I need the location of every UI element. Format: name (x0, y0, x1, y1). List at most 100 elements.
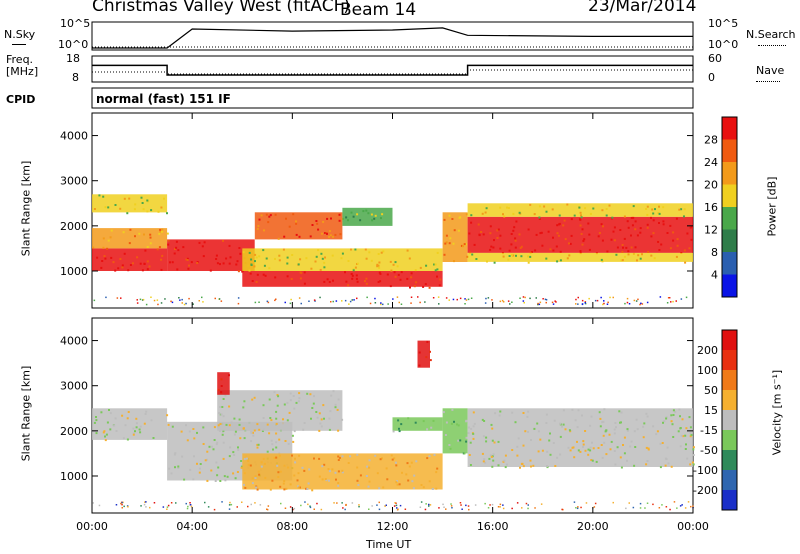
heat-cell (160, 268, 163, 271)
heat-cell (215, 443, 218, 446)
scatter-cell (153, 502, 156, 504)
heat-cell (305, 487, 307, 490)
scatter-cell (156, 299, 159, 301)
heat-cell (298, 486, 301, 489)
heat-cell (229, 256, 232, 259)
heat-cell (208, 445, 211, 448)
heat-cell (377, 281, 380, 283)
power-heatmap (92, 194, 693, 306)
colorbar-tick-label: -50 (700, 444, 718, 457)
heat-cell (584, 207, 587, 210)
heat-cell (282, 248, 285, 251)
scatter-cell (456, 298, 458, 301)
heat-cell (368, 466, 371, 469)
scatter-cell (123, 505, 125, 508)
colorbar-swatch (722, 470, 737, 490)
scatter-cell (491, 503, 494, 506)
heat-cell (263, 264, 266, 267)
heat-cell (666, 446, 669, 449)
heat-cell (275, 441, 278, 444)
heat-cell (218, 412, 221, 415)
heat-cell (436, 467, 439, 470)
heat-cell (128, 197, 131, 200)
heat-cell (562, 423, 565, 426)
heat-cell (144, 249, 147, 252)
heat-cell (579, 218, 582, 221)
heat-cell (605, 453, 608, 456)
heat-cell (448, 214, 451, 217)
scatter-cell (139, 298, 142, 301)
noise-left-label: N.Sky (4, 28, 36, 41)
heat-cell (292, 213, 295, 216)
heat-cell (228, 405, 231, 408)
heat-cell (127, 411, 130, 413)
scatter-cell (580, 506, 582, 509)
heat-cell (652, 212, 655, 215)
heat-cell (150, 209, 153, 212)
noise-left-tick-hi: 10^5 (60, 17, 91, 30)
scatter-cell (527, 507, 529, 510)
heat-cell (298, 235, 301, 238)
heat-cell (473, 243, 476, 246)
scatter-cell (387, 303, 389, 305)
heat-cell (193, 437, 196, 440)
heat-cell (483, 420, 486, 422)
heat-cell (335, 478, 337, 481)
colorbar-tick-label: -100 (693, 464, 718, 477)
scatter-cell (438, 507, 440, 509)
heat-cell (102, 195, 105, 198)
scatter-cell (213, 508, 216, 511)
heat-cell (328, 428, 331, 431)
heat-cell (135, 426, 138, 429)
colorbar-tick-label: 15 (704, 404, 718, 417)
heat-cell (123, 252, 126, 255)
heat-cell (269, 214, 272, 217)
heat-cell (670, 414, 673, 417)
heat-cell (198, 467, 201, 470)
heat-cell (401, 471, 403, 474)
scatter-cell (641, 303, 644, 305)
colorbar-swatch (722, 450, 737, 470)
heat-cell (323, 280, 326, 283)
colorbar-tick-label: -15 (700, 424, 718, 437)
colorbar-swatch (722, 430, 737, 450)
scatter-cell (544, 298, 547, 301)
scatter-cell (410, 302, 412, 304)
scatter-cell (309, 505, 311, 507)
scatter-cell (404, 508, 407, 510)
heat-cell (105, 433, 108, 436)
scatter-cell (92, 502, 94, 504)
cpid-panel-frame (91, 87, 694, 109)
scatter-cell (584, 301, 587, 303)
heat-cell (529, 459, 532, 462)
heat-cell (220, 391, 223, 394)
heat-cell (131, 262, 134, 265)
scatter-cell (522, 296, 525, 298)
heat-cell (243, 400, 246, 403)
heat-cell (109, 412, 112, 415)
scatter-cell (237, 297, 240, 299)
heat-cell (324, 232, 327, 234)
heat-cell (558, 222, 561, 225)
heat-cell (691, 225, 693, 228)
heat-cell (492, 453, 495, 456)
colorbar-frame (721, 116, 738, 298)
scatter-cell (470, 297, 473, 299)
heat-cell (220, 385, 223, 387)
heat-cell (559, 453, 562, 456)
heat-cell (322, 404, 325, 407)
heat-cell (285, 217, 287, 220)
heat-cell (216, 441, 219, 444)
heat-cell (448, 444, 451, 446)
heat-cell (157, 210, 160, 213)
scatter-cell (345, 503, 347, 506)
heat-cell (654, 208, 656, 211)
heat-cell (278, 438, 281, 441)
heat-cell (634, 246, 637, 249)
heat-cell (380, 217, 382, 220)
heat-cell (643, 422, 646, 425)
heat-cell (303, 469, 306, 472)
scatter-cell (575, 507, 577, 509)
heat-cell (669, 247, 672, 250)
scatter-cell (577, 506, 579, 508)
